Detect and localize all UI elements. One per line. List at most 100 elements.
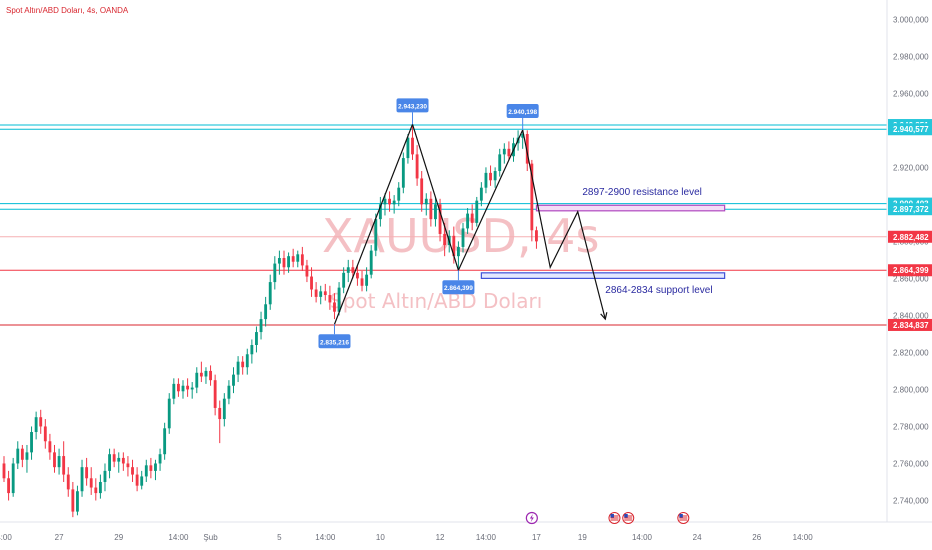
candle-down — [48, 441, 52, 453]
zigzag-line — [333, 122, 524, 325]
candle-up — [264, 304, 268, 320]
candle-down — [131, 467, 134, 475]
price-axis[interactable]: 2.740,000 2.760,000 2.780,000 2.800,000 2.82… — [893, 15, 929, 505]
candle-up — [475, 200, 479, 223]
time-axis[interactable]: 4:00 27 29 14:00 Şub 5 14:00 10 12 14:00 17 19 14:00… — [0, 521, 932, 542]
time-tick-label: 26 — [752, 533, 761, 542]
price-tick-label: 2.840,000 — [893, 311, 929, 320]
candle-up — [204, 370, 208, 377]
candle-down — [388, 198, 391, 205]
candle-down — [438, 204, 442, 234]
price-tick-label: 2.800,000 — [893, 385, 929, 394]
candle-down — [66, 474, 70, 490]
candle-up — [273, 263, 277, 283]
candle-down — [328, 295, 332, 303]
candle-down — [135, 474, 139, 486]
candle-up — [30, 432, 33, 453]
candle-up — [479, 187, 483, 201]
candle-down — [121, 457, 125, 464]
resistance-zone — [535, 204, 726, 212]
candle-down — [452, 235, 456, 257]
candle-down — [85, 467, 89, 479]
candle-up — [163, 428, 167, 455]
candle-up — [346, 267, 350, 273]
zones: 2897-2900 resistance level 2864-2834 supp… — [480, 187, 726, 296]
time-tick-label: 4:00 — [0, 533, 12, 542]
candle-up — [117, 457, 121, 462]
candle-up — [406, 137, 410, 159]
price-badges: 2.942,8512.940,5772.900,4032.897,3722.88… — [888, 119, 932, 331]
candle-up — [236, 361, 240, 375]
time-tick-label: 29 — [114, 533, 123, 542]
candle-down — [415, 154, 419, 179]
price-tick-label: 2.860,000 — [893, 274, 929, 283]
time-tick-label: 5 — [277, 533, 282, 542]
candle-up — [25, 452, 29, 460]
candle-down — [2, 463, 6, 479]
candle-down — [186, 385, 190, 390]
candle-up — [397, 187, 401, 201]
candle-down — [489, 172, 492, 181]
candle-down — [530, 163, 534, 231]
candle-down — [39, 417, 43, 427]
candle-down — [356, 272, 359, 279]
price-badge — [888, 264, 932, 277]
candle-down — [62, 456, 66, 475]
candle-down — [420, 178, 424, 205]
watermark: XAUUSD, 4s Spot Altın/ABD Doları — [322, 209, 599, 313]
candle-up — [144, 465, 148, 477]
candle-down — [351, 267, 355, 273]
candle-down — [218, 407, 222, 420]
watermark-name: Spot Altın/ABD Doları — [330, 289, 542, 313]
price-badge-label: 2.882,482 — [893, 233, 929, 242]
time-tick-label: 14:00 — [168, 533, 189, 542]
candle-down — [149, 465, 153, 471]
candle-up — [383, 198, 387, 205]
pivot-label: 2.943,230 — [398, 103, 427, 110]
pivot-label: 2.864,399 — [444, 285, 473, 292]
candle-up — [466, 213, 470, 229]
candle-up — [98, 481, 102, 494]
candle-down — [126, 463, 130, 468]
support-label: 2864-2834 support level — [605, 285, 712, 296]
candles — [2, 124, 538, 518]
price-tick-label: 2.780,000 — [893, 422, 929, 431]
candle-up — [80, 467, 84, 492]
candle-up — [296, 254, 300, 262]
time-tick-label: 19 — [578, 533, 587, 542]
candle-up — [255, 332, 258, 346]
price-tick-label: 2.920,000 — [893, 163, 929, 172]
candle-down — [300, 254, 304, 266]
time-tick-label: 14:00 — [476, 533, 497, 542]
candle-up — [287, 256, 291, 268]
candle-up — [502, 148, 506, 155]
candle-down — [310, 276, 313, 290]
price-badge-label: 2.834,837 — [893, 321, 929, 330]
event-icons — [525, 511, 690, 525]
price-badge-label: 2.864,399 — [893, 266, 929, 275]
pattern-lines — [333, 122, 608, 325]
candle-up — [337, 287, 341, 312]
candle-up — [190, 387, 194, 390]
candle-down — [360, 278, 364, 286]
candle-down — [20, 448, 24, 460]
candle-up — [484, 172, 488, 188]
candle-up — [342, 272, 346, 288]
candle-up — [374, 219, 378, 251]
candle-down — [199, 372, 203, 377]
candle-up — [392, 200, 396, 205]
support-zone — [480, 272, 726, 279]
candle-up — [16, 448, 20, 464]
candle-up — [195, 372, 199, 388]
arrow-head — [600, 312, 608, 321]
time-tick-label: 24 — [693, 533, 702, 542]
price-tick-label: 2.980,000 — [893, 52, 929, 61]
candle-up — [365, 274, 369, 286]
time-tick-label: 14:00 — [632, 533, 653, 542]
pivot-badge — [396, 98, 429, 113]
time-tick-label: 14:00 — [793, 533, 814, 542]
pivot-label: 2.835,216 — [320, 339, 349, 346]
candle-up — [434, 204, 437, 220]
candle-up — [108, 454, 111, 471]
